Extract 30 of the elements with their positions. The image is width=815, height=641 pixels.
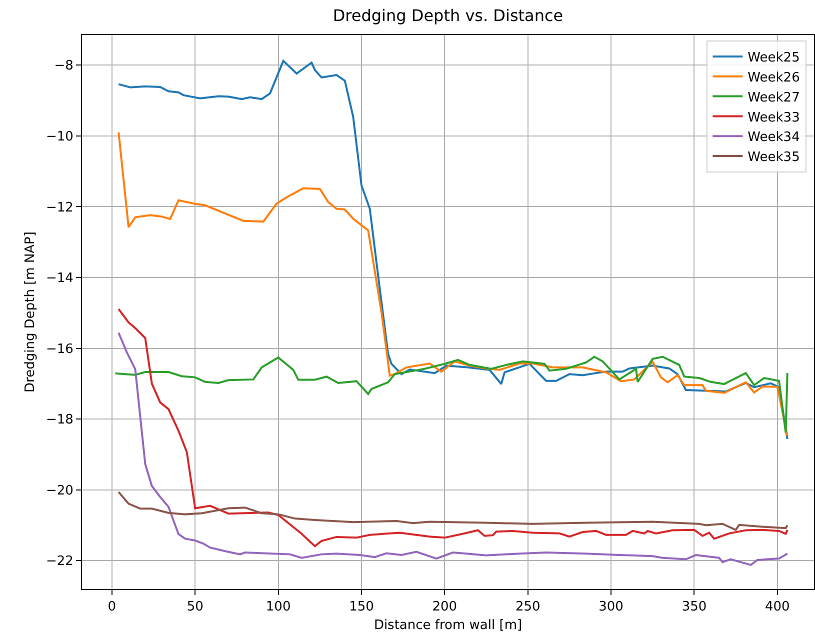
line-series xyxy=(118,308,788,548)
x-tick-label: 150 xyxy=(349,600,374,615)
line-series xyxy=(114,356,788,434)
y-tick-label: −8 xyxy=(54,58,74,74)
legend-label: Week35 xyxy=(748,150,800,166)
x-tick-label: 100 xyxy=(266,600,291,615)
x-tick-label: 0 xyxy=(108,600,116,615)
y-tick-label: −20 xyxy=(46,483,74,498)
y-tick-label: −18 xyxy=(46,412,74,428)
x-tick-label: 350 xyxy=(682,600,707,615)
legend-label: Week26 xyxy=(748,70,800,86)
x-axis-title: Distance from wall [m] xyxy=(374,618,522,634)
y-tick-label: −22 xyxy=(46,554,74,570)
y-tick-label: −10 xyxy=(46,129,74,144)
line-series xyxy=(118,332,788,566)
y-tick-label: −16 xyxy=(46,342,74,357)
x-tick-label: 50 xyxy=(186,600,204,615)
x-tick-label: 250 xyxy=(515,600,540,615)
legend-label: Week34 xyxy=(748,130,800,146)
y-tick-label: −12 xyxy=(46,200,74,216)
legend-label: Week27 xyxy=(748,90,800,106)
line-series xyxy=(118,491,788,531)
x-tick-label: 400 xyxy=(764,600,790,615)
y-tick-label: −14 xyxy=(46,271,74,286)
y-axis-title: Dredging Depth [m NAP] xyxy=(22,232,38,392)
chart-title: Dredging Depth vs. Distance xyxy=(332,6,564,25)
x-tick-label: 300 xyxy=(598,600,624,615)
legend-label: Week33 xyxy=(748,110,800,126)
legend-label: Week25 xyxy=(748,50,800,66)
x-tick-label: 200 xyxy=(432,600,458,615)
